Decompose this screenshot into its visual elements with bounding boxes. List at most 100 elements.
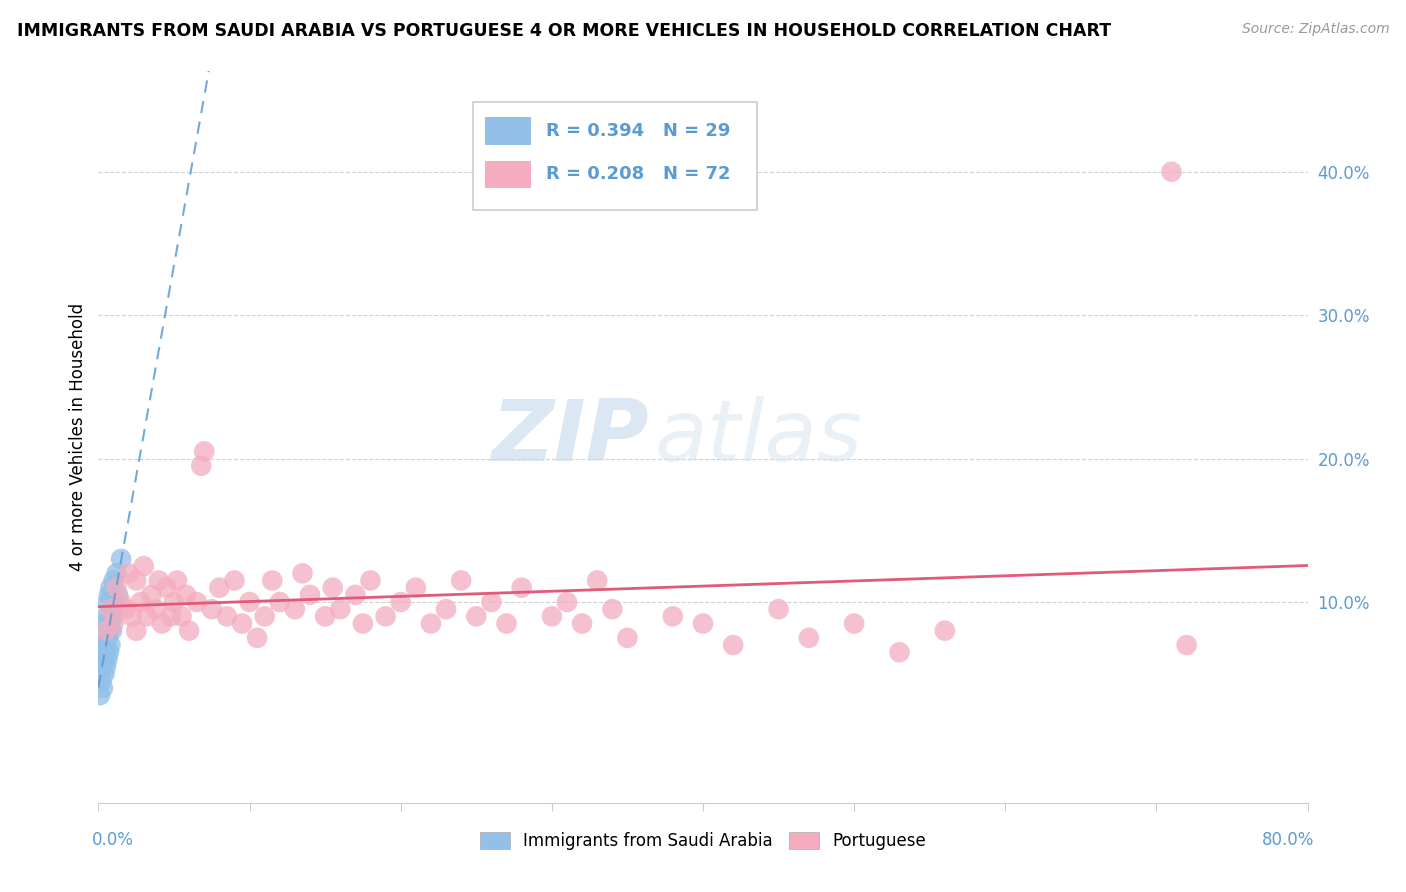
Point: [495, 616, 517, 631]
Point: [135, 609, 157, 624]
Point: [616, 631, 638, 645]
Point: [129, 595, 152, 609]
Point: [100, 581, 122, 595]
Point: [344, 588, 367, 602]
Point: [91, 645, 114, 659]
Point: [389, 595, 412, 609]
Point: [215, 609, 238, 624]
Point: [96, 595, 118, 609]
Point: [190, 458, 212, 473]
Point: [269, 595, 291, 609]
Point: [145, 602, 167, 616]
Point: [155, 581, 177, 595]
Point: [360, 574, 382, 588]
FancyBboxPatch shape: [474, 102, 758, 211]
Point: [208, 581, 231, 595]
Point: [239, 595, 262, 609]
Point: [170, 609, 193, 624]
Text: R = 0.208   N = 72: R = 0.208 N = 72: [546, 166, 730, 184]
Text: 0.0%: 0.0%: [91, 831, 134, 849]
Point: [661, 609, 683, 624]
Point: [98, 588, 121, 602]
Point: [1160, 165, 1182, 179]
Point: [768, 602, 790, 616]
Point: [434, 602, 457, 616]
Y-axis label: 4 or more Vehicles in Household: 4 or more Vehicles in Household: [69, 303, 87, 571]
Point: [89, 688, 111, 702]
Point: [420, 616, 443, 631]
Point: [104, 595, 127, 609]
Point: [692, 616, 714, 631]
Point: [94, 624, 117, 638]
Point: [405, 581, 427, 595]
Point: [98, 645, 121, 659]
Point: [465, 609, 488, 624]
Point: [150, 616, 173, 631]
Point: [125, 574, 148, 588]
Point: [329, 602, 352, 616]
Point: [889, 645, 911, 659]
Point: [141, 588, 163, 602]
Point: [231, 616, 253, 631]
Point: [101, 624, 124, 638]
Point: [103, 574, 125, 588]
Point: [91, 681, 114, 695]
Point: [299, 588, 322, 602]
Point: [374, 609, 396, 624]
Point: [246, 631, 269, 645]
Text: atlas: atlas: [655, 395, 863, 479]
Point: [481, 595, 503, 609]
Text: 80.0%: 80.0%: [1263, 831, 1315, 849]
Point: [110, 595, 132, 609]
Point: [291, 566, 314, 581]
Point: [934, 624, 956, 638]
Point: [571, 616, 593, 631]
Point: [314, 609, 336, 624]
Point: [450, 574, 472, 588]
Point: [253, 609, 276, 624]
Point: [100, 638, 122, 652]
Point: [540, 609, 562, 624]
Point: [262, 574, 284, 588]
Point: [93, 616, 115, 631]
Point: [118, 566, 141, 581]
Point: [121, 609, 143, 624]
Point: [96, 631, 118, 645]
Point: [105, 581, 128, 595]
Text: ZIP: ZIP: [491, 395, 648, 479]
Point: [148, 574, 170, 588]
FancyBboxPatch shape: [485, 117, 531, 145]
Point: [93, 666, 115, 681]
Point: [284, 602, 307, 616]
Point: [94, 659, 117, 673]
Point: [110, 552, 132, 566]
Text: R = 0.394   N = 29: R = 0.394 N = 29: [546, 121, 730, 140]
Point: [160, 609, 183, 624]
Point: [844, 616, 866, 631]
Point: [602, 602, 624, 616]
Point: [201, 602, 224, 616]
Point: [555, 595, 578, 609]
Point: [510, 581, 533, 595]
Point: [107, 588, 129, 602]
Point: [797, 631, 820, 645]
Point: [100, 616, 122, 631]
Point: [174, 588, 197, 602]
Point: [224, 574, 246, 588]
Point: [103, 616, 125, 631]
Point: [586, 574, 609, 588]
FancyBboxPatch shape: [485, 161, 531, 188]
Point: [96, 652, 118, 666]
Point: [114, 602, 136, 616]
Text: IMMIGRANTS FROM SAUDI ARABIA VS PORTUGUESE 4 OR MORE VEHICLES IN HOUSEHOLD CORRE: IMMIGRANTS FROM SAUDI ARABIA VS PORTUGUE…: [17, 22, 1111, 40]
Point: [322, 581, 344, 595]
Point: [163, 595, 186, 609]
Point: [101, 602, 124, 616]
Text: Source: ZipAtlas.com: Source: ZipAtlas.com: [1241, 22, 1389, 37]
Point: [90, 673, 112, 688]
Point: [105, 566, 128, 581]
Point: [100, 602, 122, 616]
Point: [90, 659, 112, 673]
Point: [166, 574, 188, 588]
Point: [103, 609, 125, 624]
